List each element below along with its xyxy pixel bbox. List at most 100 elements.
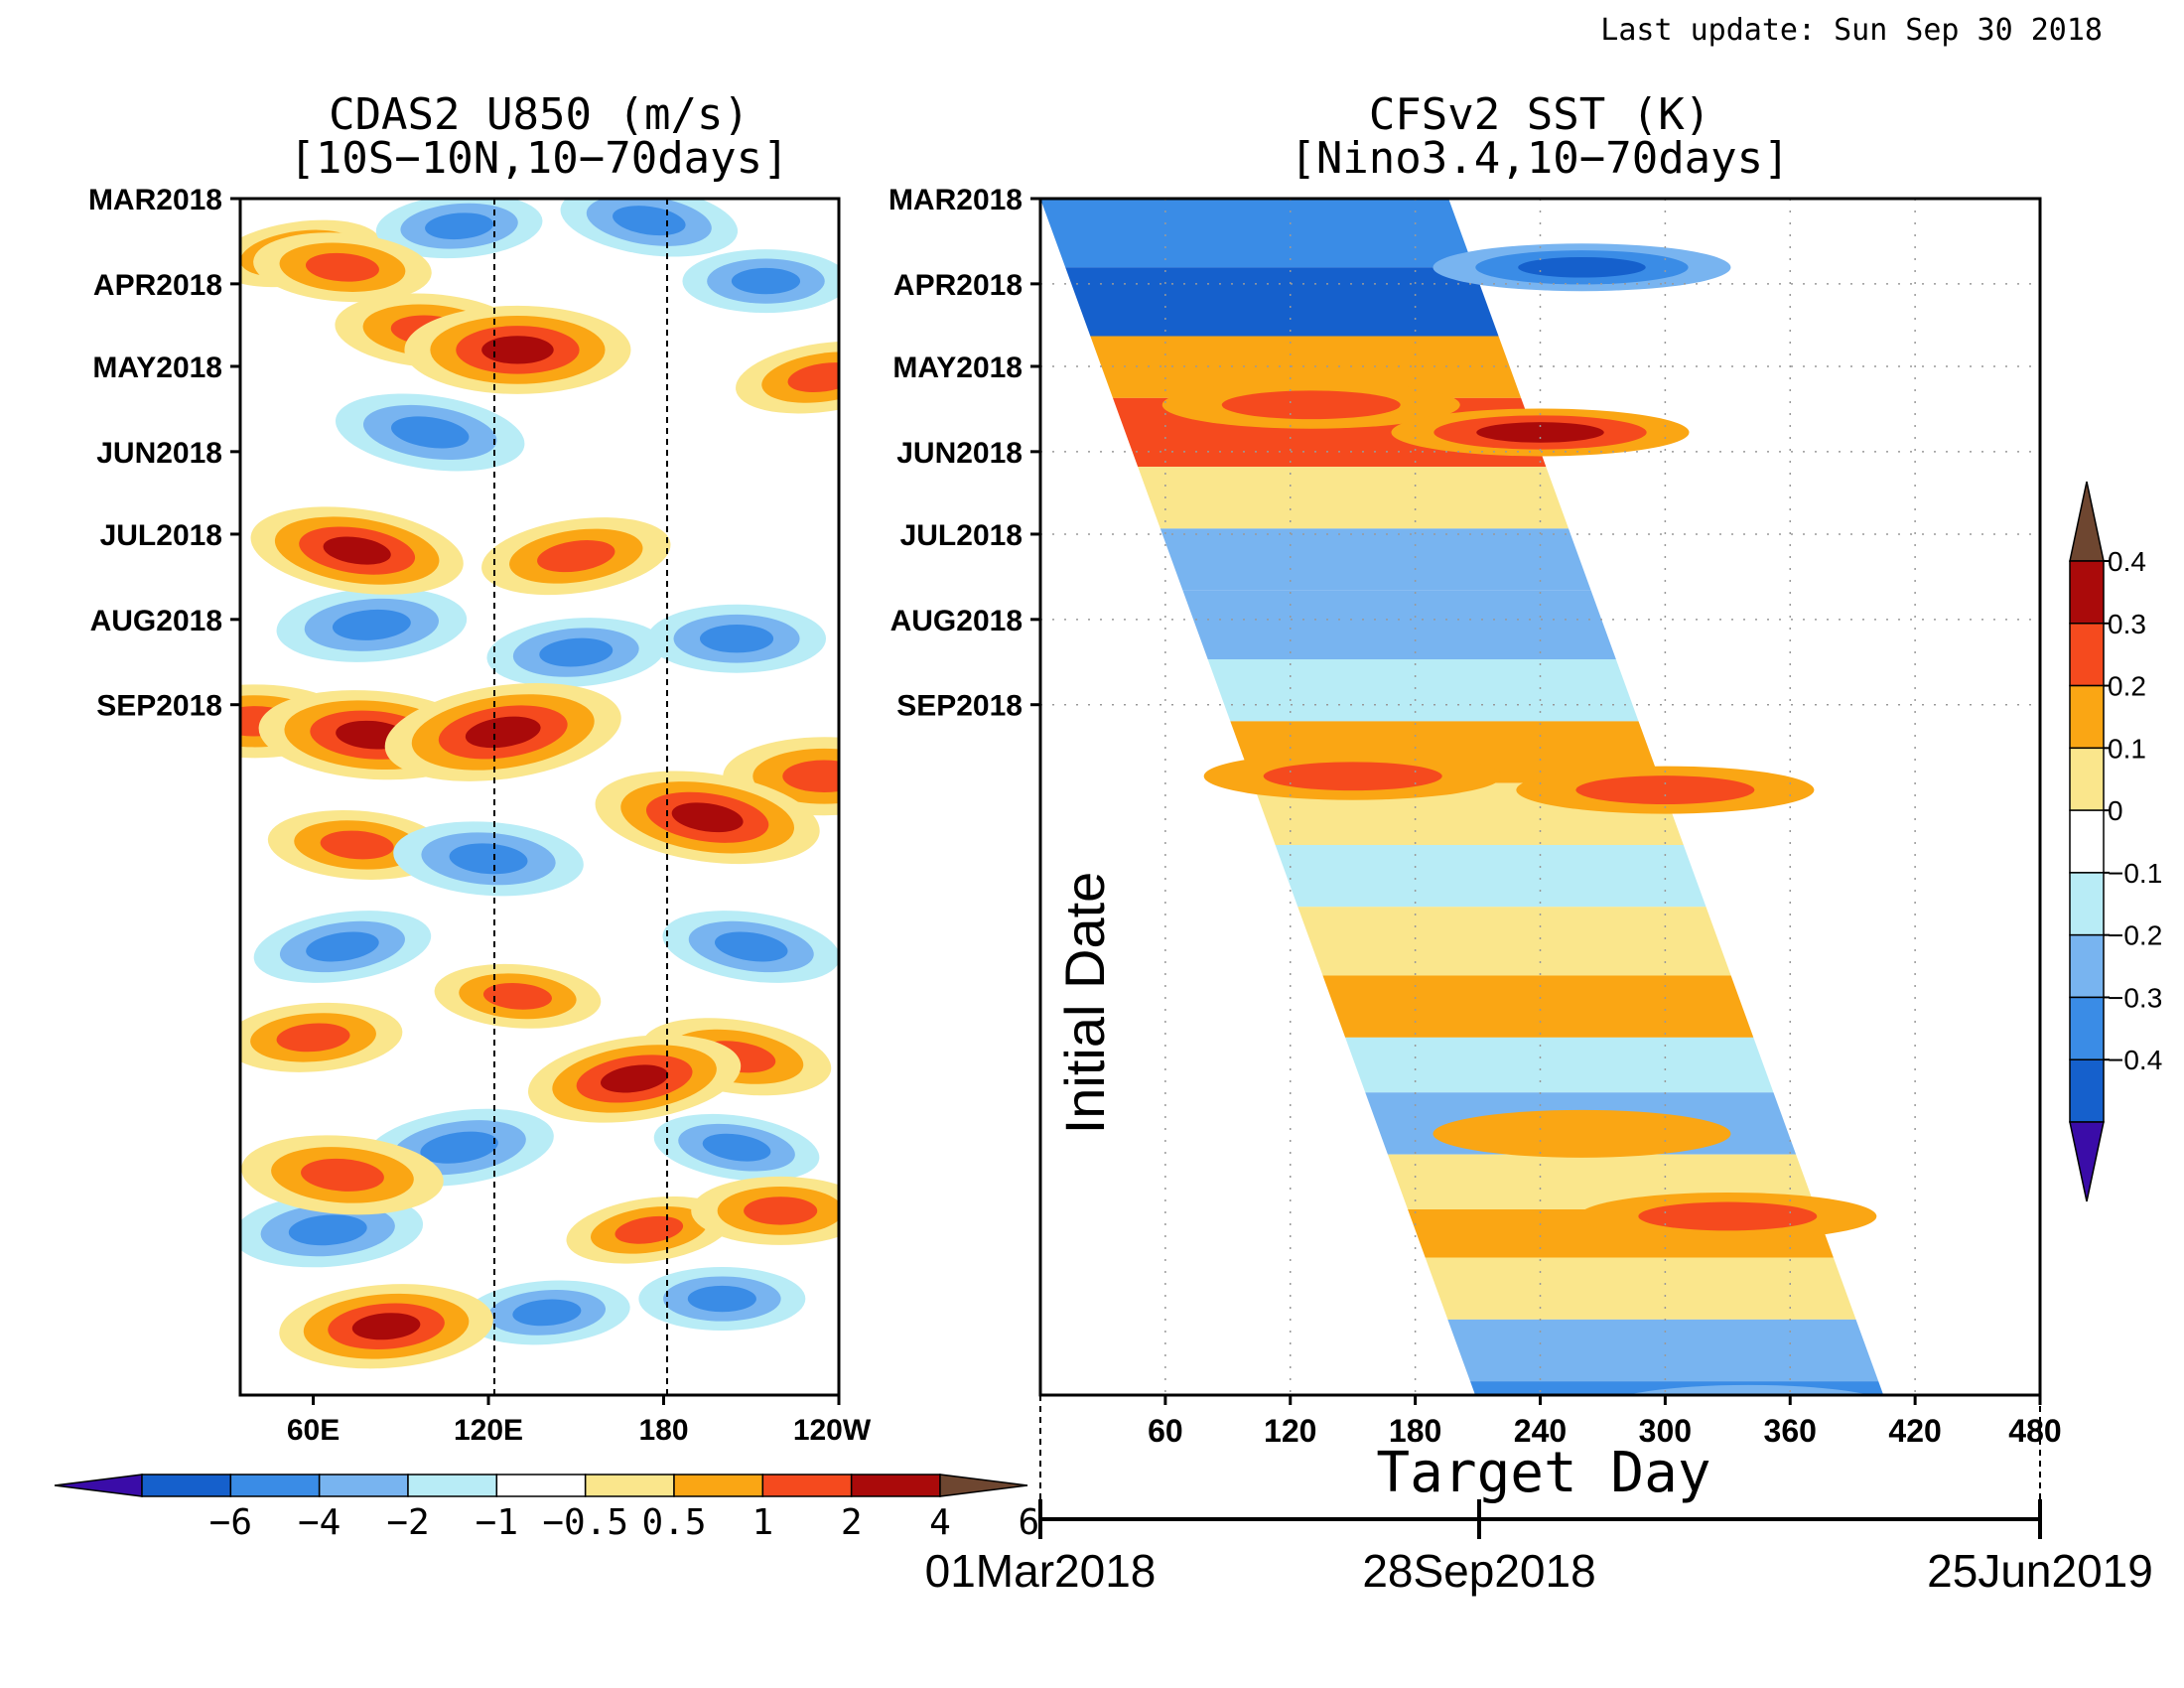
right-x-axis: 60 120 180 240 300 360 420 480: [1148, 1395, 2062, 1449]
colorbar-label: −0.2: [2108, 920, 2162, 951]
u850-contour-level: [301, 1158, 384, 1192]
left-x-tick-label: 120W: [793, 1414, 872, 1447]
sst-band: [1275, 844, 1706, 908]
u850-contour-level: [351, 1313, 421, 1340]
colorbar-extend-low: [54, 1474, 143, 1497]
right-colorbar: 0.4 0.3 0.2 0.1 0 −0.1 −0.2 −0.3 −0.4: [2069, 481, 2162, 1202]
colorbar-label: −0.5: [542, 1502, 628, 1543]
u850-contour-level: [699, 625, 774, 653]
u850-anomaly-blob: [481, 517, 671, 596]
u850-contour-level: [390, 416, 470, 449]
left-x-tick-label: 120E: [454, 1414, 523, 1447]
colorbar-swatch: [318, 1474, 409, 1497]
sst-band: [1160, 528, 1591, 591]
u850-contour-level: [481, 336, 554, 364]
colorbar-swatch: [141, 1474, 232, 1497]
colorbar-label: 2: [841, 1502, 863, 1543]
colorbar-label: −6: [209, 1502, 252, 1543]
sst-anomaly-core: [1578, 1192, 1877, 1240]
sst-band: [1065, 267, 1499, 337]
u850-anomaly-blob: [404, 305, 631, 394]
sst-contour-level: [1263, 762, 1442, 791]
sst-contour-level: [1518, 256, 1646, 278]
left-y-axis: MAR2018 APR2018 MAY2018 JUN2018 JUL2018 AUG20…: [88, 184, 240, 723]
sst-band: [1090, 336, 1522, 398]
colorbar-label: 4: [929, 1502, 951, 1543]
sst-contour-level: [1575, 775, 1755, 804]
right-y-tick-label: MAY2018: [892, 352, 1023, 384]
right-ylabel: Initial Date: [1053, 872, 1116, 1135]
u850-contour-level: [323, 536, 391, 565]
sst-contour-level: [1638, 1201, 1818, 1231]
colorbar-swatch: [2069, 872, 2105, 936]
right-y-tick-label: SEP2018: [896, 690, 1023, 723]
sst-anomaly-core: [1203, 752, 1502, 800]
left-y-tick-label: JUN2018: [96, 437, 222, 470]
colorbar-swatch: [495, 1474, 587, 1497]
colorbar-label: −2: [386, 1502, 429, 1543]
u850-anomaly-blob: [566, 1196, 733, 1264]
right-x-tick-label: 120: [1264, 1413, 1316, 1449]
sst-anomaly-core: [1161, 380, 1460, 429]
right-y-tick-label: AUG2018: [890, 605, 1023, 637]
colorbar-label: −4: [298, 1502, 341, 1543]
sst-contour-level: [1433, 1109, 1731, 1158]
sst-band: [1345, 1037, 1774, 1093]
colorbar-swatch: [584, 1474, 675, 1497]
right-x-tick-label: 420: [1888, 1413, 1941, 1449]
sst-band: [1040, 199, 1474, 268]
u850-anomaly-blob: [276, 587, 468, 662]
right-chart-title: CFSv2 SST (K): [1369, 89, 1710, 140]
u850-anomaly-blob: [595, 771, 820, 865]
sst-contour-level: [1221, 390, 1401, 420]
left-y-tick-label: MAY2018: [92, 352, 222, 384]
sst-band: [1425, 1257, 1856, 1320]
left-heatmap: [240, 199, 839, 1395]
date-label-start: 01Mar2018: [925, 1545, 1157, 1597]
left-x-tick-label: 180: [638, 1414, 688, 1447]
right-x-tick-label: 240: [1514, 1413, 1567, 1449]
sst-band: [1138, 467, 1570, 529]
colorbar-label: −0.1: [2108, 858, 2162, 889]
u850-anomaly-blob: [662, 911, 839, 983]
colorbar-swatch: [229, 1474, 321, 1497]
u850-anomaly-blob: [653, 1113, 820, 1182]
u850-anomaly-blob: [253, 911, 432, 983]
u850-contour-level: [782, 760, 839, 792]
colorbar-extend-high: [939, 1474, 1028, 1497]
right-xlabel: Target Day: [1376, 1441, 1710, 1505]
u850-anomaly-blob: [335, 393, 525, 472]
colorbar-swatch: [2069, 933, 2105, 999]
u850-contour-level: [320, 830, 394, 860]
left-plot-frame: [238, 197, 841, 1397]
sst-band: [1447, 1319, 1879, 1382]
colorbar-label: −0.3: [2108, 982, 2162, 1013]
left-y-tick-label: APR2018: [93, 269, 222, 302]
left-y-tick-label: SEP2018: [96, 690, 222, 723]
u850-contour-level: [539, 637, 614, 667]
u850-contour-level: [537, 540, 615, 573]
left-y-tick-label: MAR2018: [88, 184, 222, 216]
colorbar-label: 0.5: [641, 1502, 706, 1543]
colorbar-swatch: [2069, 996, 2105, 1060]
colorbar-swatch: [2069, 809, 2105, 874]
right-chart-subtitle: [Nino3.4,10−70days]: [1290, 133, 1789, 184]
u850-anomaly-blob: [638, 1267, 806, 1332]
right-y-tick-label: JUL2018: [900, 519, 1023, 552]
colorbar-swatch: [2069, 1058, 2105, 1123]
u850-contour-level: [420, 1131, 498, 1164]
right-x-tick-label: 360: [1764, 1413, 1817, 1449]
u850-contour-level: [482, 982, 552, 1010]
right-x-tick-label: 300: [1639, 1413, 1692, 1449]
colorbar-swatch: [2069, 560, 2105, 625]
right-heatmap: [1040, 199, 2040, 1395]
colorbar-swatch: [673, 1474, 764, 1497]
colorbar-label: −0.4: [2108, 1045, 2162, 1075]
u850-contour-level: [731, 267, 801, 295]
sst-anomaly-core: [1433, 243, 1731, 292]
right-x-tick-label: 60: [1148, 1413, 1183, 1449]
sst-band: [1322, 975, 1754, 1038]
left-panel: CDAS2 U850 (m/s) [10S−10N,10−70days] MAR…: [54, 89, 1039, 1543]
u850-anomaly-blob: [434, 963, 602, 1029]
